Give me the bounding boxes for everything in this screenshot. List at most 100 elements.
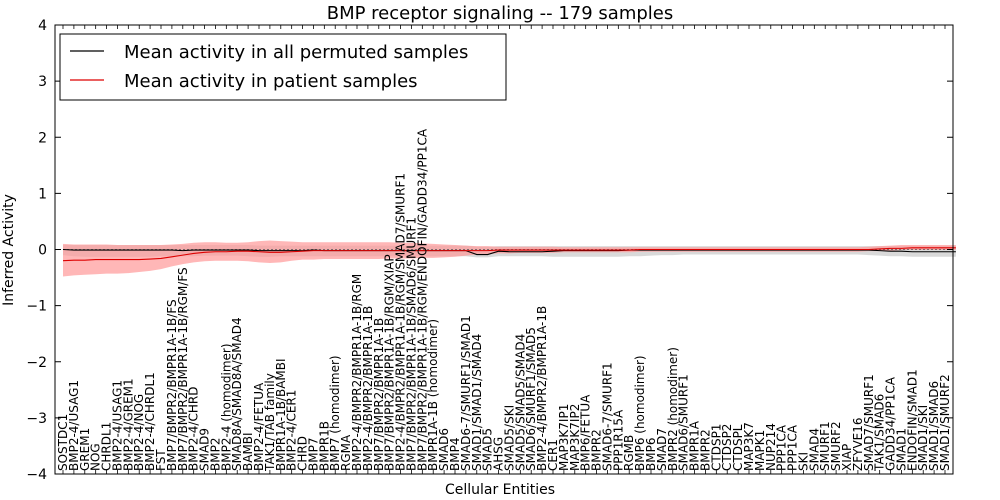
series-lines: [55, 247, 956, 262]
y-tick-label: −3: [26, 411, 47, 427]
x-tick-label: PPP1CA: [786, 424, 800, 471]
x-tick-label: BMP2-4/USAG1: [110, 380, 124, 471]
x-tick-label: BMPR1B: [317, 421, 331, 471]
x-tick-label: BMP4: [448, 438, 462, 471]
x-tick-label: SMAD1/SMAD6: [927, 381, 941, 471]
x-tick-label: BMP2-4/USAG1: [67, 380, 81, 471]
x-tick-label: TAK1/TAB family: [263, 373, 277, 472]
x-tick-label: BMP2: [208, 438, 222, 471]
x-tick-label: BMP6 (homodimer): [633, 355, 647, 471]
x-tick-label: SMURF1: [818, 421, 832, 471]
legend-label-patient: Mean activity in patient samples: [124, 71, 418, 92]
x-tick-label: FST: [154, 449, 168, 471]
x-tick-label: BMPR1A-1B (homodimer): [426, 319, 440, 471]
x-tick-label: BMP2-4/CHRD: [187, 387, 201, 471]
x-tick-label: TAK1/SMAD6: [873, 394, 887, 472]
legend: Mean activity in all permuted samples Me…: [59, 33, 507, 101]
x-tick-label: SMAD1/SMURF2: [938, 374, 952, 471]
y-tick-label: 2: [38, 130, 47, 146]
x-tick-label: BMP2-4/BMPR2/BMPR1A-1B/RGM/SMAD7/SMURF1: [394, 173, 408, 471]
x-tick-label: SMAD5/SMAD5/SMAD4: [513, 334, 527, 471]
y-tick-label: −2: [26, 355, 47, 371]
y-axis-label: Inferred Activity: [1, 194, 17, 306]
y-tick-label: −4: [26, 467, 47, 483]
x-tick-label: BMP2-4/BMPR2/BMPR1A-1B/RGM: [350, 274, 364, 471]
x-tick-label: GREM1: [78, 428, 92, 471]
legend-label-permuted: Mean activity in all permuted samples: [124, 42, 468, 63]
x-tick-label: ENDOFIN/SMAD1: [905, 369, 919, 471]
x-tick-label: BMP7 (homodimer): [328, 355, 342, 471]
x-tick-label: RGMA: [339, 434, 353, 471]
x-tick-label: NOG: [89, 443, 103, 471]
x-tick-label: NUP214: [764, 423, 778, 471]
x-tick-label: SMAD7/SMURF1: [862, 374, 876, 471]
x-tick-label: BMPR1A-1B/BAMBI: [274, 358, 288, 471]
x-tick-label: BMP7/BMPR2/BMPR1A-1B/RGM/ENDOFIN/GADD34/…: [415, 128, 429, 471]
x-tick-label: BMP2-4/CHRDL1: [143, 372, 157, 471]
x-tick-label: SMAD7: [655, 428, 669, 471]
x-tick-label: AHSG: [492, 437, 506, 471]
x-tick-label: BAMBI: [241, 432, 255, 471]
x-tick-label: PPP1CA: [775, 424, 789, 471]
x-tick-label: ZFYVE16: [851, 417, 865, 471]
x-tick-label: BMPR2: [698, 429, 712, 471]
y-tick-label: −1: [26, 299, 47, 315]
x-tick-label: MAPK1: [753, 430, 767, 471]
y-tick-label: 1: [38, 186, 47, 202]
x-tick-label: MAP3K7IP2: [568, 404, 582, 471]
x-tick-label: BMP2-4/GREM1: [121, 378, 135, 471]
legend-box: [59, 33, 507, 101]
x-tick-label: CHRDL1: [100, 422, 114, 471]
x-tick-label: BMP7: [306, 438, 320, 471]
x-tick-label: SMAD6-7/SMURF1: [600, 362, 614, 471]
x-tick-label: GADD34/PP1CA: [884, 376, 898, 471]
confidence-bands: [63, 240, 956, 277]
x-tick-label: CTDSP2: [720, 424, 734, 471]
x-tick-label: BMP2-4/FETUA: [252, 382, 266, 471]
x-tick-label: SMAD9: [198, 428, 212, 471]
x-tick-label: SMAD8A/SMAD8A/SMAD4: [230, 317, 244, 471]
x-tick-label: RGMB: [622, 435, 636, 471]
x-tick-label: CTDSPL: [731, 424, 745, 471]
x-tick-label: SMAD5: [481, 428, 495, 471]
x-tick-label: CTDSP1: [709, 424, 723, 471]
x-tick-label: MAP3K7IP1: [557, 404, 571, 471]
x-tick-label: SMAD4: [807, 428, 821, 471]
x-tick-label: SMAD1/SMAD1/SMAD4: [470, 334, 484, 471]
x-tick-label: SMAD6: [437, 428, 451, 471]
x-tick-label: BMP7/BMPR2/BMPR1A-1B: [372, 318, 386, 471]
y-axis: −4 −3 −2 −1 0 1 2 3 4: [26, 18, 953, 483]
x-tick-label: BMP2-4/NOG: [132, 394, 146, 471]
x-tick-label: PPP1R15A: [611, 409, 625, 471]
x-tick-label: SMURF2: [829, 421, 843, 471]
x-tick-label: BMPR2: [590, 429, 604, 471]
x-tick-label: BMP7/BMPR2/BMPR1A-1B/RGM/FS: [176, 267, 190, 471]
x-tick-label: XIAP: [840, 444, 854, 471]
x-tick-label: BMP7/BMPR2/BMPR1A-1B/SMAD6/SMURF1: [404, 217, 418, 471]
series-line-patient: [62, 247, 956, 262]
x-tick-label: SMAD6/SMURF1/SMAD5: [524, 327, 538, 471]
x-tick-label: BMP2-4 (homodimer): [219, 343, 233, 471]
x-tick-label: BMP6: [644, 438, 658, 471]
x-tick-label: SMAD1/SKI: [916, 405, 930, 471]
series-line-permuted: [62, 248, 956, 256]
x-tick-label: BMP2-4/CER1: [285, 390, 299, 471]
x-tick-label: BMP6/FETUA: [579, 394, 593, 471]
x-tick-label: SMAD6/SMURF1: [677, 374, 691, 471]
x-axis: SOSTDC1BMP2-4/USAG1GREM1NOGCHRDL1BMP2-4/…: [56, 25, 952, 474]
x-tick-label: SMAD5/SKI: [502, 405, 516, 471]
x-tick-label: MAP3K7: [742, 422, 756, 471]
y-tick-label: 0: [38, 243, 47, 259]
y-tick-label: 3: [38, 74, 47, 90]
x-tick-label: BMPR2 (homodimer): [666, 347, 680, 471]
band-patient: [63, 240, 956, 277]
x-tick-label: SKI: [796, 452, 810, 471]
x-axis-label: Cellular Entities: [445, 482, 555, 498]
x-tick-label: CER1: [546, 439, 560, 471]
x-tick-label: BMP2-4/BMPR2/BMPR1A-1B: [535, 306, 549, 471]
x-tick-label: BMP7/BMPR2/BMPR1A-1B/RGM/XIAP: [383, 254, 397, 471]
x-tick-label: CHRD: [296, 436, 310, 471]
x-tick-label: BMPR1A: [688, 420, 702, 471]
x-tick-label: SOSTDC1: [56, 414, 70, 471]
